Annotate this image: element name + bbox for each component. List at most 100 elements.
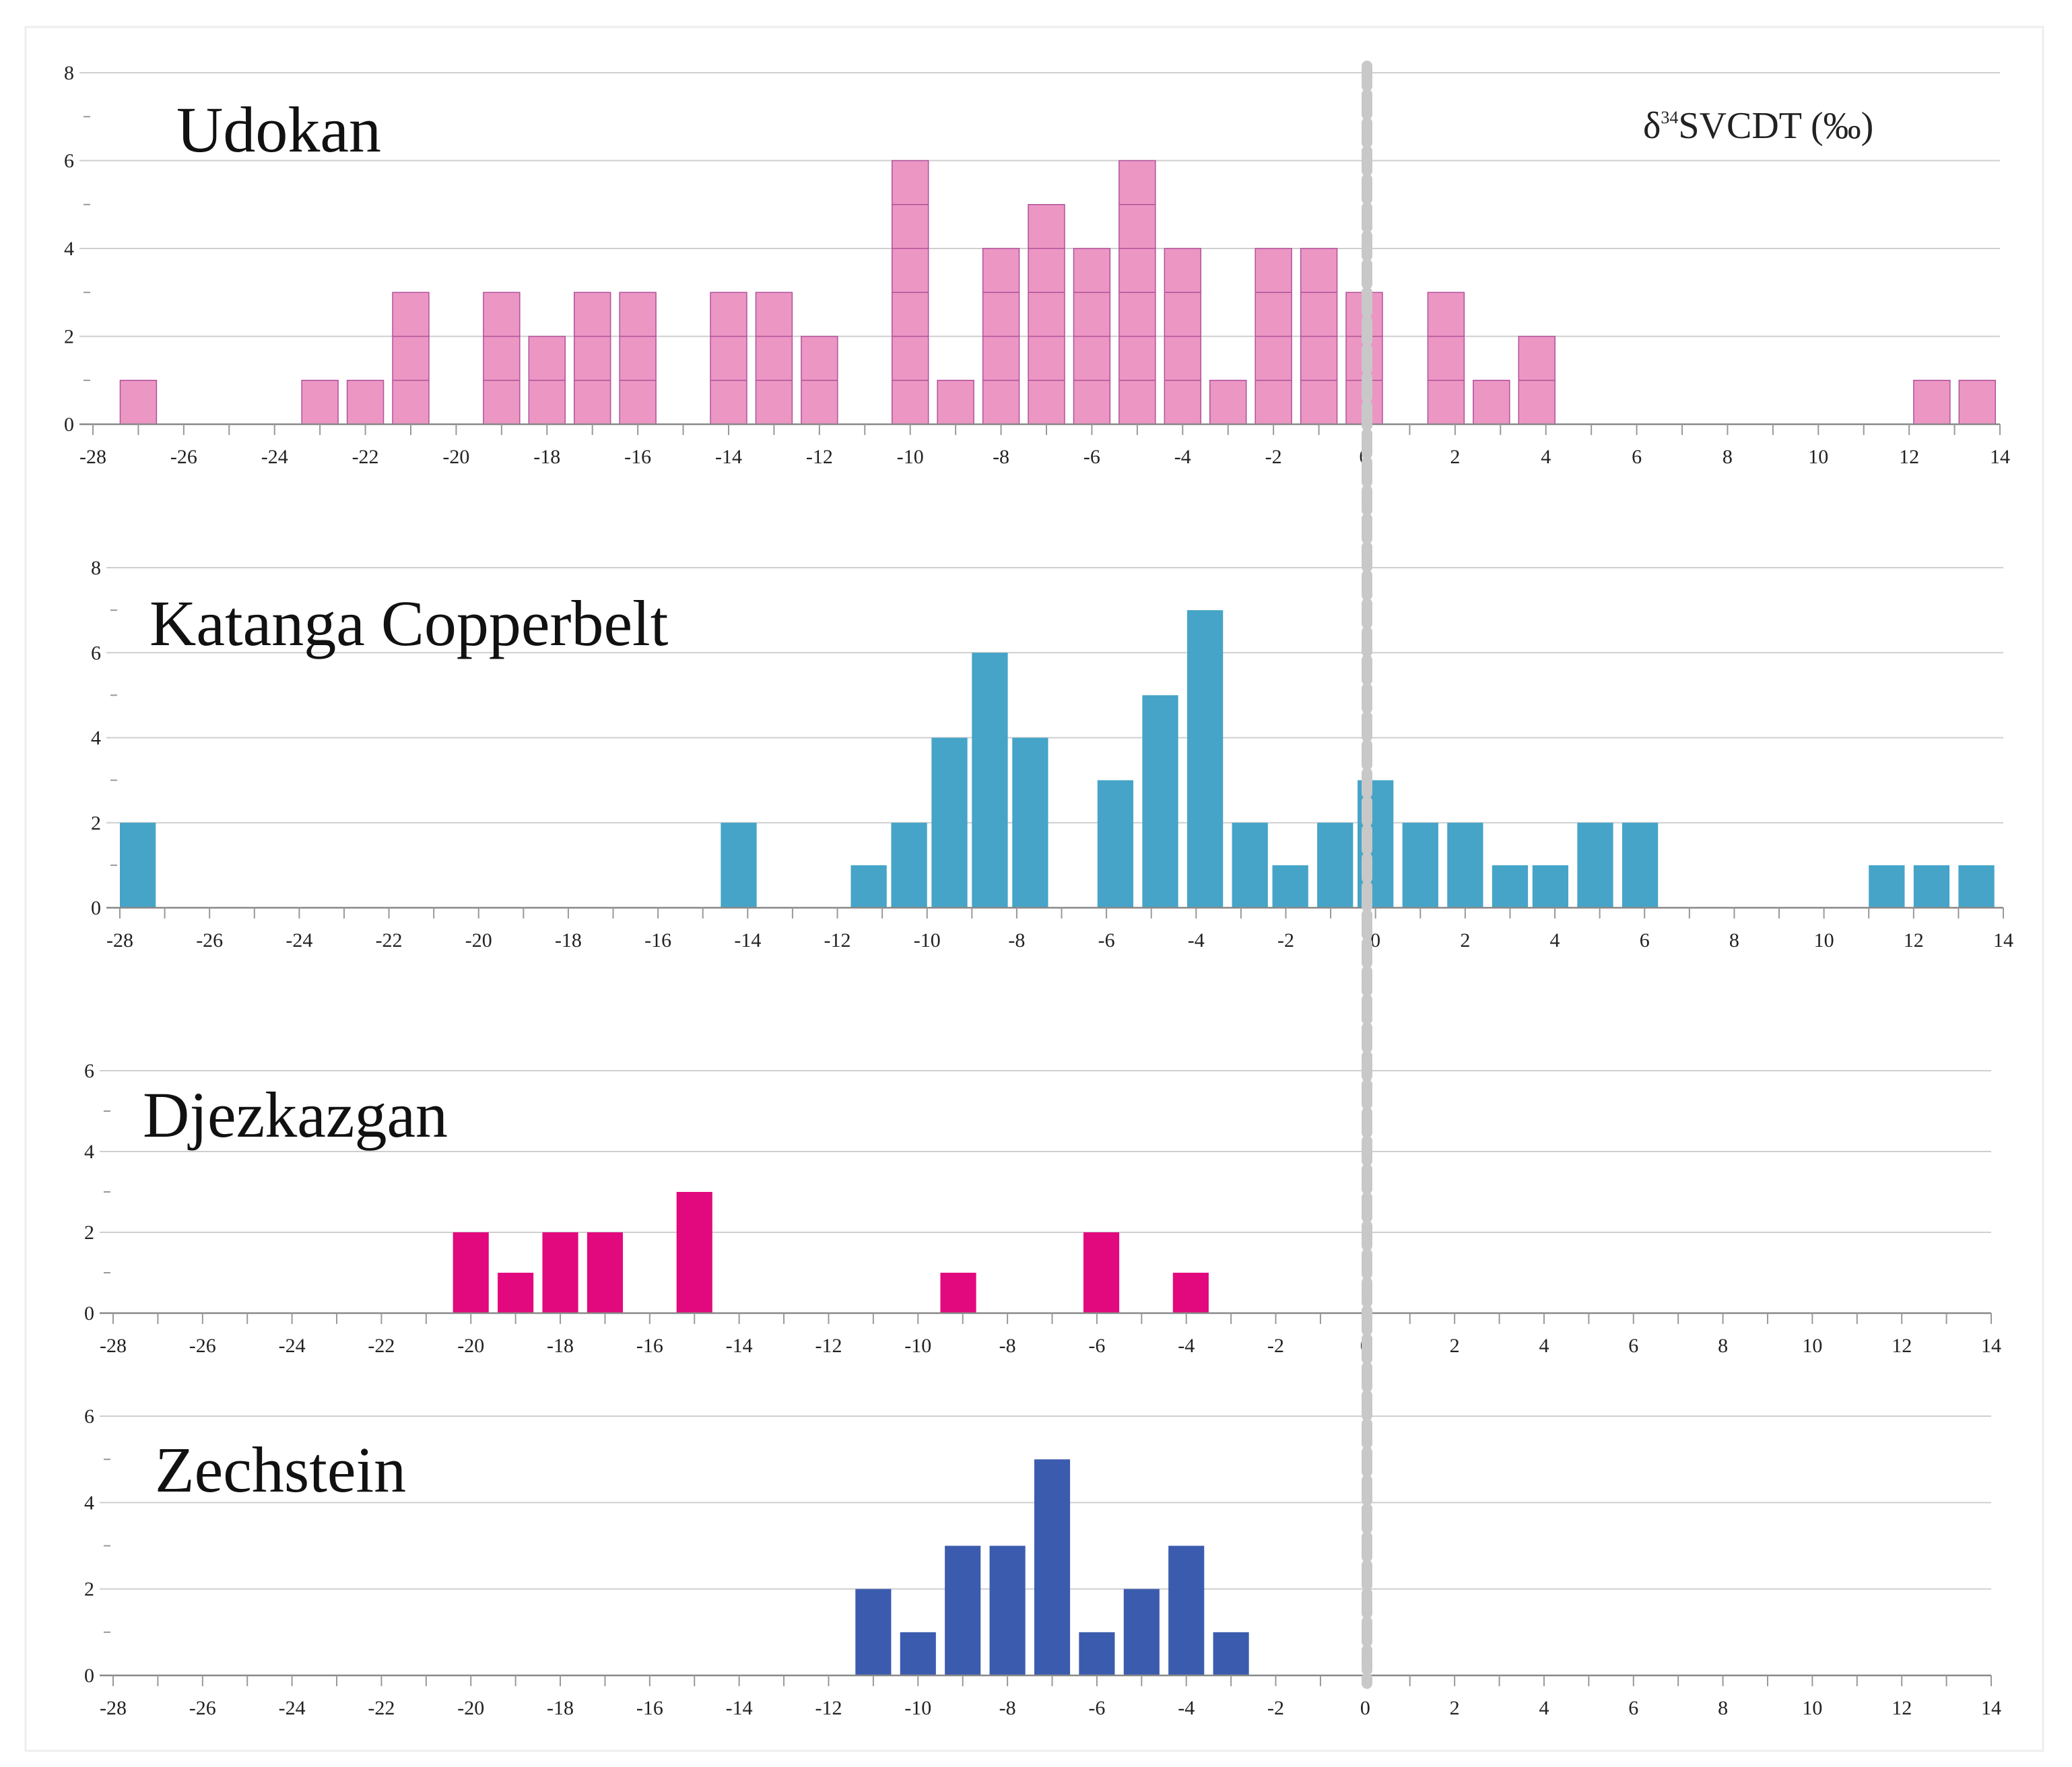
bar (940, 1273, 976, 1313)
x-tick-label: -18 (555, 929, 582, 952)
bar (1869, 865, 1905, 908)
bar (1317, 822, 1354, 908)
bar (755, 292, 793, 425)
bar (619, 292, 657, 425)
bar (1213, 1632, 1249, 1675)
x-tick-label: 10 (1814, 929, 1834, 952)
x-tick-label: 12 (1899, 446, 1919, 468)
bar (498, 1273, 534, 1313)
x-tick-label: -16 (624, 446, 651, 468)
x-tick-label: 6 (1632, 446, 1642, 468)
x-tick-label: -4 (1188, 929, 1205, 952)
panel-title: Udokan (176, 94, 381, 166)
x-tick-label: -14 (726, 1697, 753, 1719)
x-tick-label: -22 (376, 929, 403, 952)
x-tick-label: 8 (1729, 929, 1739, 952)
bar (1577, 822, 1613, 908)
x-tick-label: 6 (1628, 1697, 1638, 1719)
y-tick-label: 4 (84, 1492, 94, 1514)
x-tick-label: -6 (1088, 1697, 1105, 1719)
x-tick-label: 8 (1718, 1335, 1728, 1357)
x-tick-label: 10 (1802, 1335, 1822, 1357)
x-tick-label: -28 (79, 446, 106, 468)
y-tick-label: 6 (91, 642, 101, 664)
bar (1142, 695, 1178, 908)
bar (676, 1192, 712, 1313)
x-tick-label: -26 (170, 446, 197, 468)
x-tick-label: 14 (1990, 446, 2010, 468)
x-tick-label: -18 (547, 1697, 574, 1719)
bar (573, 292, 611, 425)
x-tick-label: 8 (1718, 1697, 1728, 1719)
x-tick-label: -8 (999, 1335, 1016, 1357)
y-tick-label: 2 (84, 1222, 94, 1244)
x-tick-label: -20 (442, 446, 469, 468)
bar (1034, 1459, 1071, 1675)
y-tick-label: 8 (91, 557, 101, 579)
y-tick-label: 2 (84, 1578, 94, 1601)
y-tick-label: 4 (91, 727, 101, 749)
bar (1209, 380, 1247, 425)
y-tick-label: 4 (84, 1141, 94, 1163)
x-tick-label: -4 (1178, 1335, 1195, 1357)
x-tick-label: -6 (1088, 1335, 1105, 1357)
x-tick-label: 6 (1640, 929, 1650, 952)
bar (972, 653, 1008, 908)
bar (346, 380, 385, 425)
bar (1168, 1545, 1205, 1675)
bar (1028, 204, 1065, 425)
bar (1913, 380, 1951, 425)
x-tick-label: -6 (1083, 446, 1100, 468)
y-tick-label: 6 (84, 1060, 94, 1082)
x-tick-label: -2 (1265, 446, 1282, 468)
bar (1083, 1232, 1120, 1313)
y-tick-label: 2 (64, 326, 74, 348)
bar (1492, 865, 1529, 908)
x-tick-label: -8 (993, 446, 1009, 468)
bar (1232, 822, 1268, 908)
x-tick-label: 2 (1450, 1697, 1460, 1719)
y-tick-label: 6 (84, 1405, 94, 1428)
x-tick-label: 2 (1450, 446, 1460, 468)
x-tick-label: 12 (1892, 1697, 1912, 1719)
x-tick-label: 14 (1981, 1697, 2001, 1719)
y-tick-label: 0 (64, 413, 74, 436)
bar (1622, 822, 1659, 908)
bar (850, 865, 887, 908)
x-tick-label: -10 (914, 929, 941, 952)
x-tick-label: -16 (644, 929, 671, 952)
x-tick-label: 12 (1904, 929, 1924, 952)
bar (1427, 292, 1465, 425)
bar (1958, 380, 1997, 425)
bar (453, 1232, 489, 1313)
bar (301, 380, 339, 425)
bar (1187, 610, 1224, 908)
x-tick-label: -8 (1008, 929, 1025, 952)
x-tick-label: -20 (457, 1697, 484, 1719)
x-tick-label: 4 (1541, 446, 1551, 468)
bar (1272, 865, 1308, 908)
bar (1172, 1273, 1209, 1313)
x-tick-label: -28 (106, 929, 133, 952)
bar (1958, 865, 1995, 908)
x-tick-label: 8 (1723, 446, 1733, 468)
x-tick-label: -12 (815, 1697, 842, 1719)
bar (120, 822, 156, 908)
bar (1473, 380, 1510, 425)
x-tick-label: -16 (636, 1697, 663, 1719)
x-tick-label: 4 (1539, 1697, 1549, 1719)
x-tick-label: -12 (806, 446, 833, 468)
x-tick-label: -14 (726, 1335, 753, 1357)
bar (989, 1545, 1026, 1675)
x-tick-label: -10 (897, 446, 924, 468)
x-tick-label: 0 (1360, 1697, 1370, 1719)
x-tick-label: -18 (533, 446, 560, 468)
y-tick-label: 0 (91, 897, 101, 919)
y-tick-label: 8 (64, 62, 74, 84)
x-tick-label: -4 (1178, 1697, 1195, 1719)
x-tick-label: 4 (1539, 1335, 1549, 1357)
bar (1913, 865, 1950, 908)
x-tick-label: -26 (189, 1335, 216, 1357)
